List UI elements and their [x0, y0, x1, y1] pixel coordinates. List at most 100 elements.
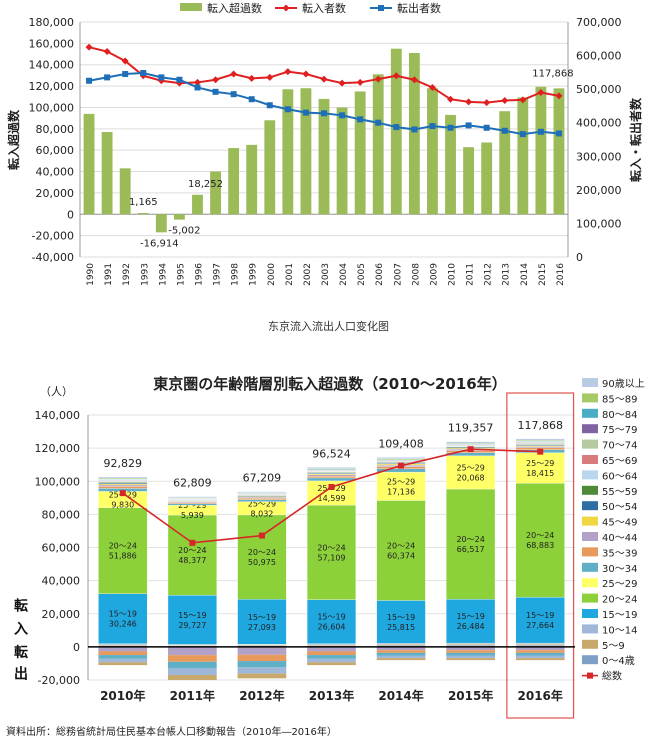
outflow-segment — [446, 655, 495, 659]
segment-label: 15～19 — [248, 613, 276, 622]
stack-segment — [446, 488, 496, 600]
stack-segment — [306, 599, 356, 644]
outflow-point — [501, 127, 508, 134]
net-inflow-bar — [228, 148, 240, 215]
net-migration-chart: -40,000 -20,000 0 20,000 40,000 60,000 80,000 1… — [6, 1, 643, 286]
total-label: 117,868 — [517, 419, 563, 432]
segment-value: 30,246 — [109, 620, 137, 629]
x-tick-label: 2001 — [285, 263, 295, 286]
stack-segment — [515, 597, 565, 644]
total-label: 119,357 — [448, 422, 494, 435]
legend-swatch — [180, 3, 202, 11]
stack-segment — [167, 595, 217, 645]
net-inflow-bar — [517, 97, 529, 215]
x-tick-label: 2012年 — [239, 688, 284, 703]
net-inflow-bar — [463, 147, 475, 215]
outflow-segment — [515, 650, 565, 653]
net-inflow-bar — [372, 74, 384, 215]
stack-segment — [237, 499, 287, 502]
stack-segment — [446, 643, 496, 646]
outflow-point — [212, 88, 219, 95]
legend-swatch — [582, 408, 598, 418]
legend-swatch — [582, 470, 598, 480]
highlight-frame — [506, 392, 575, 719]
segment-label: 20～24 — [248, 548, 276, 557]
outflow-side-label-1: 転 — [14, 644, 28, 661]
total-point — [258, 532, 265, 539]
legend-swatch — [582, 655, 598, 665]
segment-value: 26,484 — [457, 622, 485, 631]
net-inflow-bar — [282, 89, 294, 215]
x-tick-label: 1993 — [140, 263, 150, 286]
x-tick-label: 2002 — [303, 263, 313, 286]
x-tick-label: 2014年 — [378, 688, 423, 703]
segment-label: 15～19 — [317, 613, 345, 622]
outflow-point — [393, 124, 400, 131]
x-tick-label: 2008 — [411, 263, 421, 286]
total-label: 109,408 — [378, 437, 424, 450]
inflow-point — [193, 78, 201, 86]
stack-segment — [98, 593, 148, 644]
inflow-point — [501, 97, 509, 105]
x-tick-label: 1990 — [86, 263, 96, 286]
x-tick-label: 2009 — [429, 263, 439, 286]
outflow-point — [302, 109, 309, 116]
segment-value: 8,032 — [250, 509, 273, 518]
outflow-segment — [168, 675, 217, 680]
left-tick-label: 160,000 — [29, 37, 75, 50]
x-tick-label: 2004 — [339, 263, 349, 286]
legend-label: 60～64 — [602, 471, 637, 482]
segment-label: 20～24 — [456, 535, 484, 544]
inflow-point — [85, 43, 93, 51]
inflow-point — [230, 70, 238, 78]
stack-segment — [98, 483, 148, 486]
inflow-point — [121, 57, 129, 65]
left-tick-label: 60,000 — [36, 144, 75, 157]
net-inflow-bar — [83, 113, 95, 215]
legend-label: 25～29 — [602, 579, 637, 590]
stack-segment — [306, 467, 356, 469]
inflow-point — [392, 72, 400, 80]
stack-segment — [376, 600, 426, 644]
x-tick-label: 1994 — [158, 263, 168, 286]
left-tick-label: 100,000 — [29, 101, 75, 114]
y-tick-label: -20,000 — [38, 674, 80, 687]
outflow-point — [230, 91, 237, 98]
outflow-segment — [376, 658, 426, 661]
segment-label: 20～24 — [526, 531, 554, 540]
left-tick-label: 120,000 — [29, 80, 75, 93]
inflow-point — [284, 68, 292, 76]
total-point — [189, 539, 196, 546]
legend-label: 65～69 — [602, 456, 637, 467]
outflow-segment — [446, 646, 495, 651]
segment-value: 9,830 — [111, 501, 134, 510]
stack-segment — [446, 599, 496, 644]
stack-segment — [306, 477, 356, 482]
net-inflow-bar — [264, 120, 276, 215]
segment-label: 15～19 — [456, 612, 484, 621]
outflow-segment — [515, 646, 565, 651]
y-tick-label: 120,000 — [35, 442, 81, 455]
stack-segment — [376, 457, 426, 459]
legend-swatch — [582, 439, 598, 449]
outflow-segment — [376, 652, 426, 656]
net-inflow-bar — [210, 171, 221, 215]
legend-label: 50～54 — [602, 502, 637, 513]
segment-value: 14,599 — [318, 494, 346, 503]
left-tick-label: 140,000 — [29, 59, 75, 72]
x-tick-label: 2014 — [520, 263, 530, 286]
legend-swatch — [582, 624, 598, 634]
outflow-point — [429, 123, 436, 130]
x-tick-label: 2006 — [375, 263, 385, 286]
outflow-point — [411, 126, 418, 133]
net-inflow-bar — [300, 88, 312, 215]
total-label: 62,809 — [173, 477, 212, 490]
outflow-segment — [307, 658, 356, 663]
left-tick-label: 20,000 — [36, 187, 75, 200]
x-tick-label: 2011 — [466, 263, 476, 286]
inflow-side-label-1: 転 — [14, 597, 28, 614]
legend-label: 10～14 — [602, 625, 637, 636]
stack-segment — [376, 500, 426, 601]
left-tick-label: 40,000 — [36, 166, 75, 179]
